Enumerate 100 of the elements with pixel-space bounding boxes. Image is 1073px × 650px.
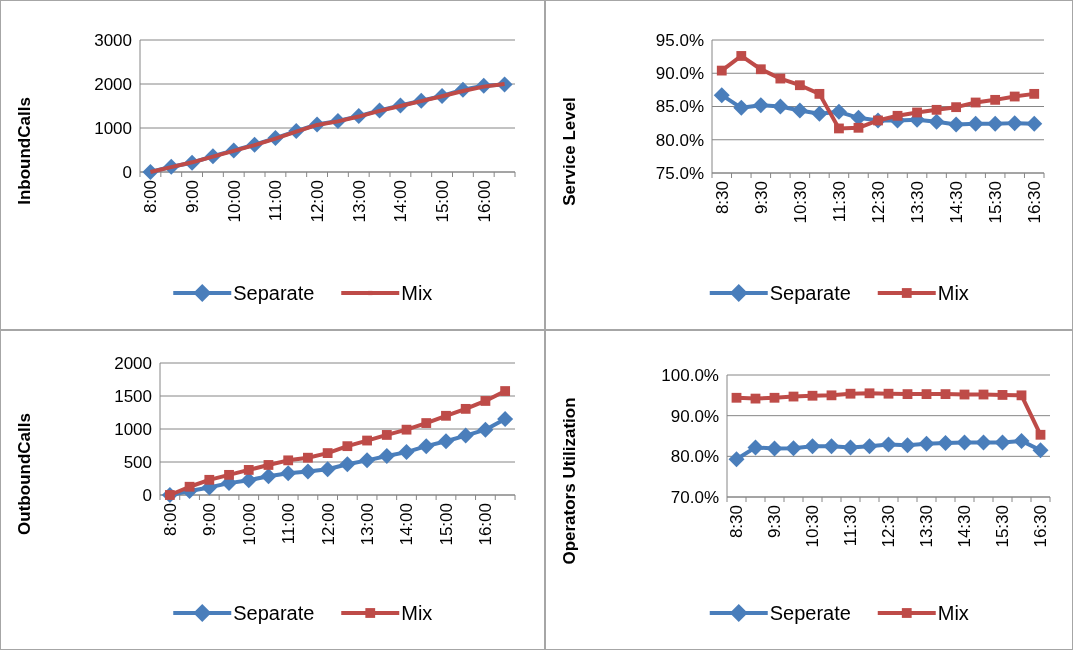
point: [892, 110, 903, 121]
legend-label: Separate: [233, 282, 315, 304]
x-tick-label: 13:30: [908, 181, 928, 224]
point: [401, 424, 412, 435]
y-axis-title: Operators Utilization: [560, 397, 579, 565]
y-axis-title: InboundCalls: [15, 97, 34, 205]
y-tick-label: 0: [142, 485, 152, 505]
x-tick-label: 12:00: [318, 503, 338, 546]
x-tick-label: 8:30: [712, 181, 732, 215]
y-tick-label: 2000: [94, 74, 132, 94]
point: [990, 94, 1001, 105]
point: [948, 116, 965, 133]
point: [830, 103, 847, 120]
point: [899, 437, 916, 454]
point: [791, 102, 808, 119]
x-tick-label: 14:00: [397, 503, 417, 546]
point: [733, 99, 750, 116]
point: [381, 430, 392, 440]
legend-label: Mix: [937, 602, 969, 624]
y-tick-label: 2000: [114, 353, 152, 373]
point: [845, 388, 856, 399]
y-tick-label: 100.0%: [661, 365, 719, 385]
x-tick-label: 13:00: [349, 180, 369, 223]
point: [804, 438, 821, 455]
point: [880, 436, 897, 453]
point: [460, 403, 471, 414]
point: [937, 434, 954, 451]
x-tick-label: 10:30: [803, 505, 823, 548]
x-tick-label: 9:00: [183, 180, 203, 214]
x-tick-label: 15:30: [993, 505, 1013, 548]
point: [342, 441, 353, 452]
y-axis-title: Service Level: [560, 97, 579, 206]
x-tick-label: 8:30: [727, 505, 747, 539]
point: [339, 456, 356, 473]
y-tick-label: 0: [122, 162, 132, 182]
point: [747, 439, 764, 456]
point: [378, 448, 395, 465]
point: [441, 410, 451, 421]
x-tick-label: 11:00: [279, 503, 299, 545]
point: [224, 469, 234, 480]
x-tick-label: 9:30: [765, 505, 785, 539]
legend-label: Mix: [937, 282, 969, 304]
legend-label: Mix: [401, 602, 433, 624]
point: [477, 421, 494, 438]
point: [997, 390, 1008, 400]
point: [766, 440, 783, 457]
point: [772, 98, 789, 115]
point: [303, 452, 313, 463]
x-tick-label: 8:00: [160, 503, 180, 537]
point: [418, 438, 435, 455]
point: [902, 389, 913, 400]
x-tick-label: 10:00: [224, 180, 244, 223]
x-tick-label: 15:30: [986, 181, 1006, 224]
point: [283, 455, 294, 466]
x-tick-label: 12:00: [308, 180, 328, 223]
x-tick-label: 9:30: [751, 181, 771, 215]
point: [861, 438, 878, 455]
point: [842, 439, 859, 456]
point: [1006, 115, 1023, 132]
point: [951, 102, 962, 113]
point: [921, 389, 932, 400]
point: [807, 390, 818, 401]
point: [731, 392, 742, 403]
point: [457, 427, 474, 444]
point: [260, 468, 277, 485]
point: [864, 388, 875, 399]
point: [1026, 115, 1043, 132]
y-tick-label: 75.0%: [655, 163, 704, 183]
y-axis-title: OutboundCalls: [15, 413, 34, 535]
x-tick-label: 14:30: [955, 505, 975, 548]
x-tick-label: 13:30: [917, 505, 937, 548]
point: [769, 392, 780, 403]
x-tick-label: 16:00: [474, 180, 494, 223]
point: [826, 390, 837, 401]
point: [204, 474, 215, 485]
point: [785, 440, 802, 457]
y-tick-label: 500: [123, 452, 152, 472]
point: [967, 115, 984, 132]
point: [437, 433, 454, 450]
x-tick-label: 16:30: [1025, 181, 1045, 224]
y-tick-label: 80.0%: [655, 130, 704, 150]
point: [755, 64, 766, 75]
y-tick-label: 95.0%: [655, 30, 704, 50]
point: [975, 434, 992, 451]
point: [713, 87, 730, 104]
y-tick-label: 1000: [94, 118, 132, 138]
point: [811, 105, 828, 122]
point: [728, 451, 745, 468]
point: [480, 396, 491, 406]
y-tick-label: 1000: [114, 419, 152, 439]
point: [1016, 390, 1027, 401]
legend-label: Mix: [401, 282, 433, 304]
x-tick-label: 14:30: [947, 181, 967, 224]
x-tick-label: 12:30: [879, 505, 899, 548]
point: [736, 51, 747, 61]
x-tick-label: 11:30: [829, 181, 849, 223]
x-tick-label: 11:00: [266, 180, 286, 222]
point: [421, 418, 432, 428]
point: [243, 465, 254, 475]
x-tick-label: 11:30: [841, 505, 861, 547]
